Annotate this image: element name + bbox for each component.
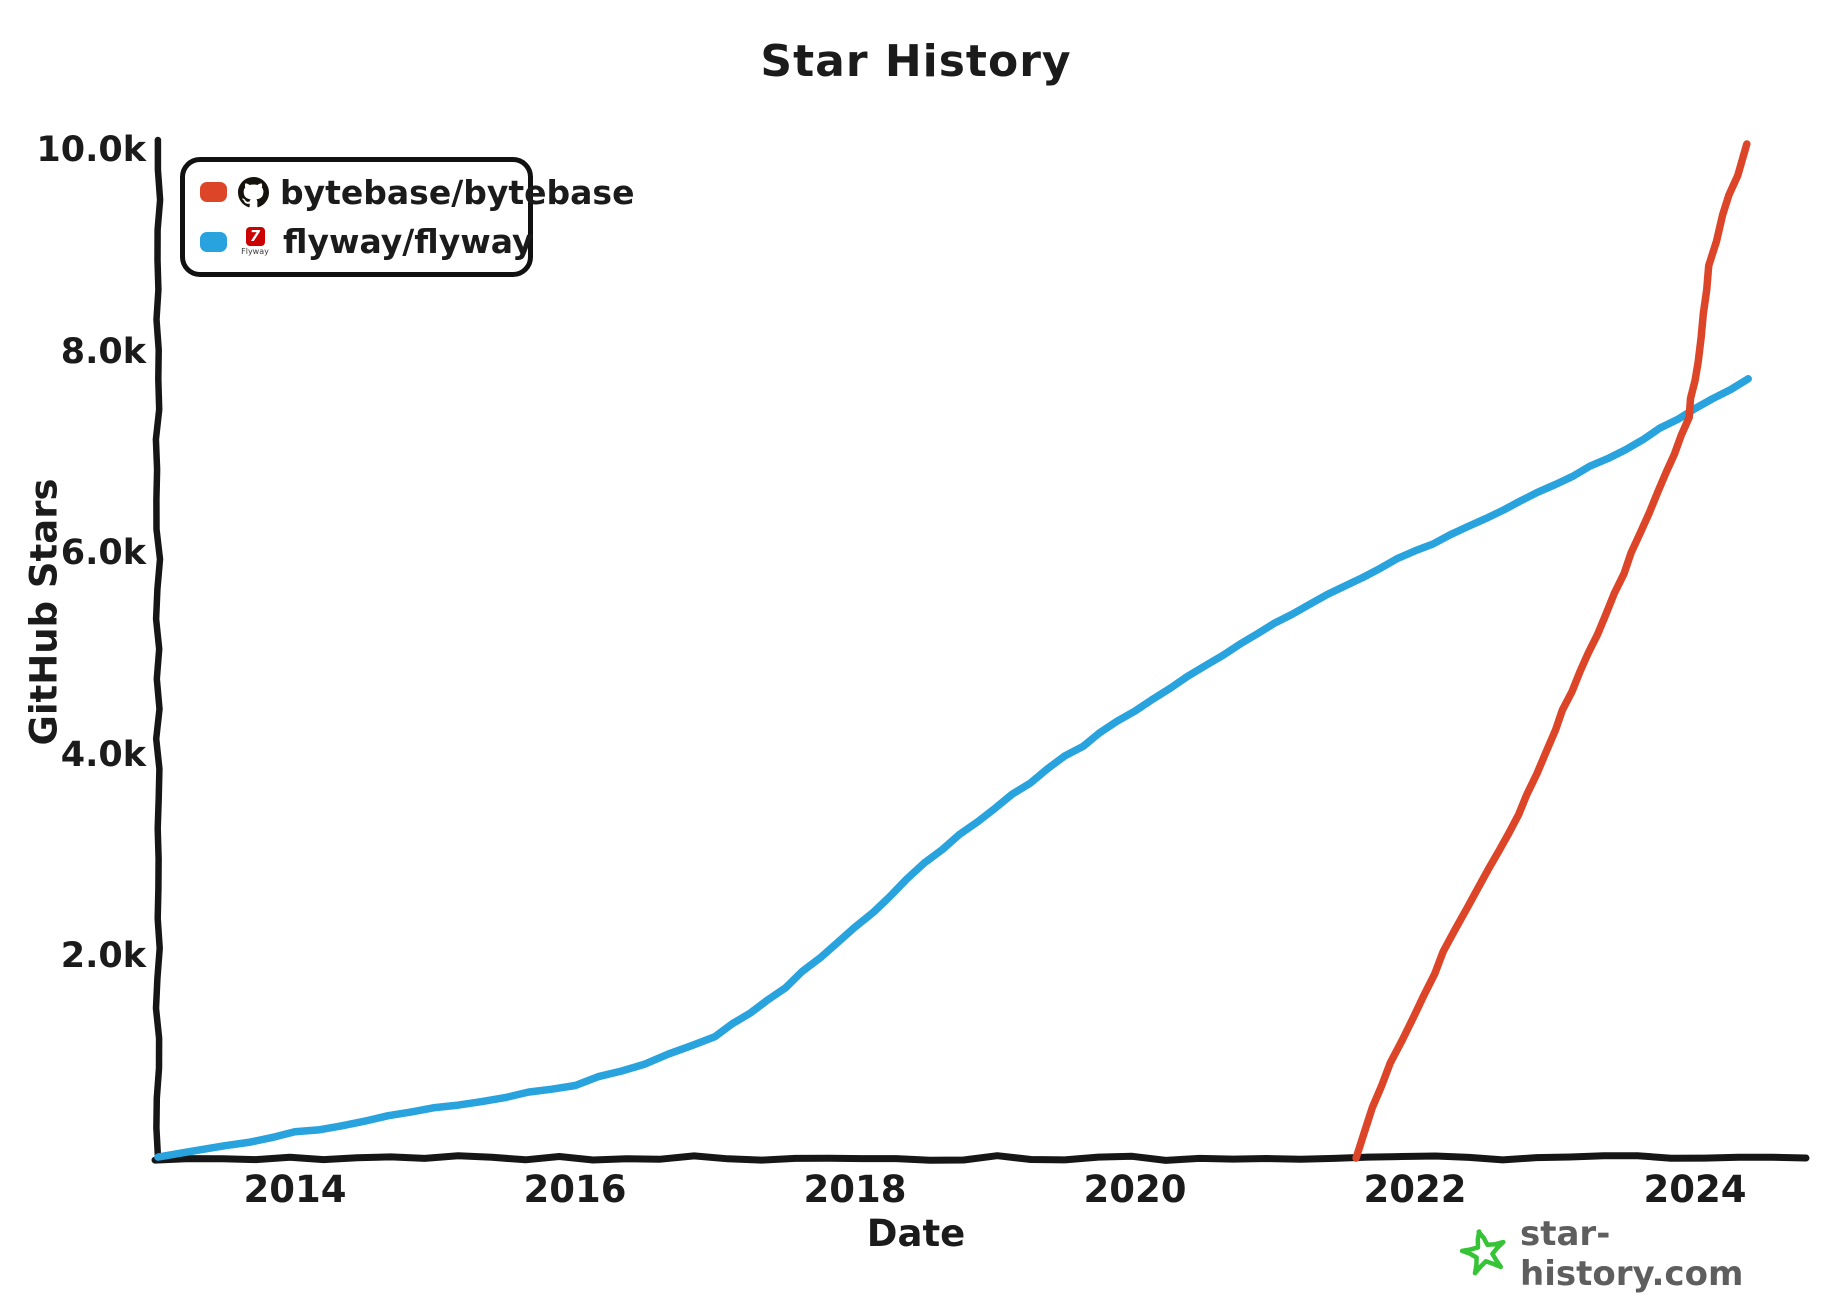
github-icon bbox=[238, 176, 269, 208]
bytebase-line bbox=[1352, 140, 1751, 1162]
x-tick-label-2016: 2016 bbox=[523, 1168, 627, 1211]
flyway-logo-word: Flyway bbox=[241, 247, 269, 257]
legend: bytebase/bytebase 7 Flyway flyway/flyway bbox=[180, 157, 634, 277]
x-tick-label-2022: 2022 bbox=[1363, 1168, 1467, 1211]
green-star-glyph bbox=[1459, 1229, 1506, 1276]
x-tick-label-2024: 2024 bbox=[1643, 1168, 1747, 1211]
y-axis-line bbox=[152, 136, 164, 1162]
x-axis-title: Date bbox=[866, 1212, 966, 1255]
y-tick-label-4.0k: 4.0k bbox=[60, 734, 146, 775]
x-tick-label-2014: 2014 bbox=[243, 1168, 347, 1211]
legend-item-bytebase: bytebase/bytebase bbox=[200, 173, 634, 212]
y-tick-label-6.0k: 6.0k bbox=[60, 533, 146, 574]
y-tick-label-8.0k: 8.0k bbox=[60, 331, 146, 372]
y-tick-label-10.0k: 10.0k bbox=[36, 130, 146, 170]
x-tick-label-2020: 2020 bbox=[1083, 1168, 1187, 1211]
y-tick-label-2.0k: 2.0k bbox=[60, 936, 146, 977]
legend-item-flyway: 7 Flyway flyway/flyway bbox=[200, 222, 534, 261]
star-history-logo-icon bbox=[1458, 1225, 1510, 1283]
watermark-text: star-history.com bbox=[1520, 1214, 1744, 1294]
legend-label-bytebase: bytebase/bytebase bbox=[280, 172, 635, 212]
watermark-link[interactable]: star-history.com bbox=[1458, 1214, 1832, 1294]
x-tick-label-2018: 2018 bbox=[803, 1168, 907, 1211]
flyway-line bbox=[154, 375, 1752, 1161]
flyway-color-swatch bbox=[200, 231, 227, 252]
y-axis-title: GitHub Stars bbox=[22, 478, 66, 746]
x-axis-line bbox=[151, 1152, 1810, 1164]
bytebase-color-swatch bbox=[200, 182, 227, 203]
legend-label-flyway: flyway/flyway bbox=[283, 222, 534, 262]
flyway-logo-glyph: 7 bbox=[245, 227, 265, 247]
flyway-icon: 7 Flyway bbox=[238, 227, 272, 256]
chart-title: Star History bbox=[760, 36, 1072, 87]
